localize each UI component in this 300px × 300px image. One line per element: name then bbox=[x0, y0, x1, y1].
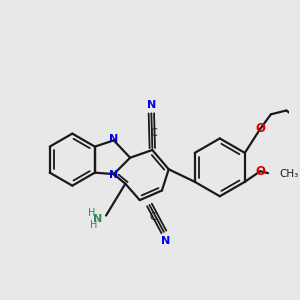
Text: N: N bbox=[147, 100, 156, 110]
Text: N: N bbox=[109, 134, 119, 144]
Text: H: H bbox=[88, 208, 95, 218]
Text: N: N bbox=[93, 214, 102, 224]
Text: O: O bbox=[255, 122, 265, 135]
Text: C: C bbox=[150, 212, 157, 223]
Text: N: N bbox=[161, 236, 170, 246]
Text: O: O bbox=[255, 165, 265, 178]
Text: N: N bbox=[109, 170, 119, 180]
Text: C: C bbox=[151, 128, 158, 138]
Text: CH₃: CH₃ bbox=[280, 169, 299, 179]
Text: H: H bbox=[90, 220, 97, 230]
